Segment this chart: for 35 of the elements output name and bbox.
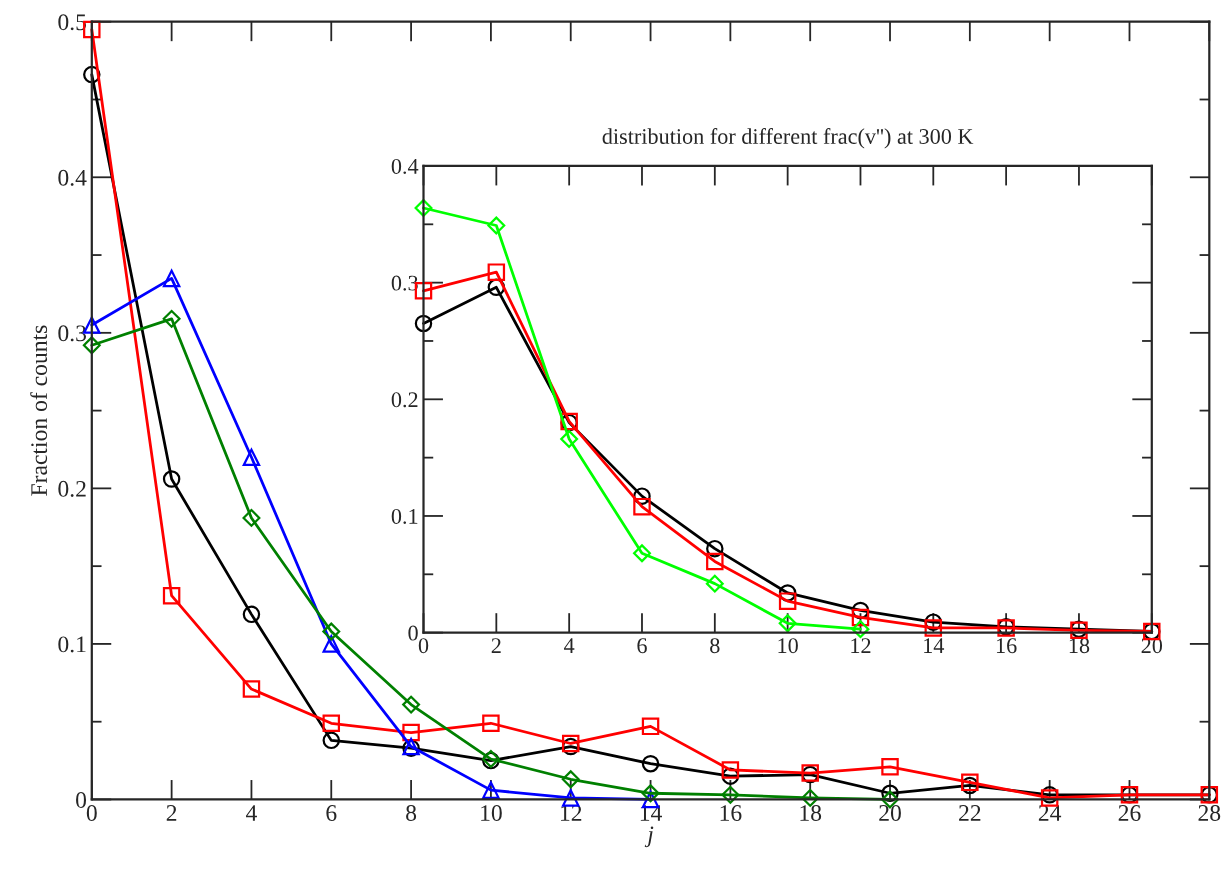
- x-tick-label: 0: [418, 638, 429, 654]
- chart-title: distribution for different frac(v'') at 300 K: [602, 128, 974, 149]
- y-tick-label: 0.4: [391, 158, 419, 175]
- x-tick-label: 10: [481, 805, 502, 821]
- y-tick-label: 0.2: [391, 392, 418, 408]
- y-tick-label: 0.3: [58, 325, 87, 342]
- x-tick-label: 18: [1069, 638, 1090, 654]
- x-tick-label: 10: [778, 638, 798, 654]
- y-tick-label: 0: [408, 625, 418, 641]
- y-tick-label: 0.2: [58, 480, 86, 497]
- x-tick-label: 2: [491, 638, 501, 653]
- x-tick-label: 4: [246, 805, 257, 821]
- x-tick-label: 16: [996, 638, 1017, 654]
- y-tick-label: 0.4: [58, 169, 87, 186]
- x-tick-label: 2: [166, 805, 177, 821]
- x-tick-label: 26: [1118, 805, 1141, 821]
- x-tick-label: 14: [924, 638, 945, 653]
- y-tick-label: 0.1: [58, 636, 86, 653]
- x-tick-label: 24: [1038, 805, 1062, 821]
- y-tick-label: 0.1: [391, 508, 418, 524]
- x-tick-label: 22: [959, 805, 981, 821]
- x-tick-label: 6: [637, 638, 647, 654]
- x-axis-title: j: [644, 826, 654, 848]
- x-tick-label: 12: [851, 638, 871, 653]
- x-tick-label: 0: [86, 805, 97, 821]
- x-tick-label: 18: [800, 805, 822, 821]
- y-tick-label: 0: [76, 791, 87, 808]
- x-tick-label: 8: [406, 805, 417, 821]
- x-tick-label: 20: [879, 805, 901, 821]
- x-tick-label: 8: [710, 638, 720, 654]
- y-axis-title: Fraction of counts: [30, 325, 48, 496]
- x-tick-label: 28: [1198, 805, 1221, 821]
- x-tick-label: 4: [564, 638, 575, 653]
- x-tick-label: 16: [720, 805, 742, 821]
- x-tick-label: 6: [326, 805, 337, 821]
